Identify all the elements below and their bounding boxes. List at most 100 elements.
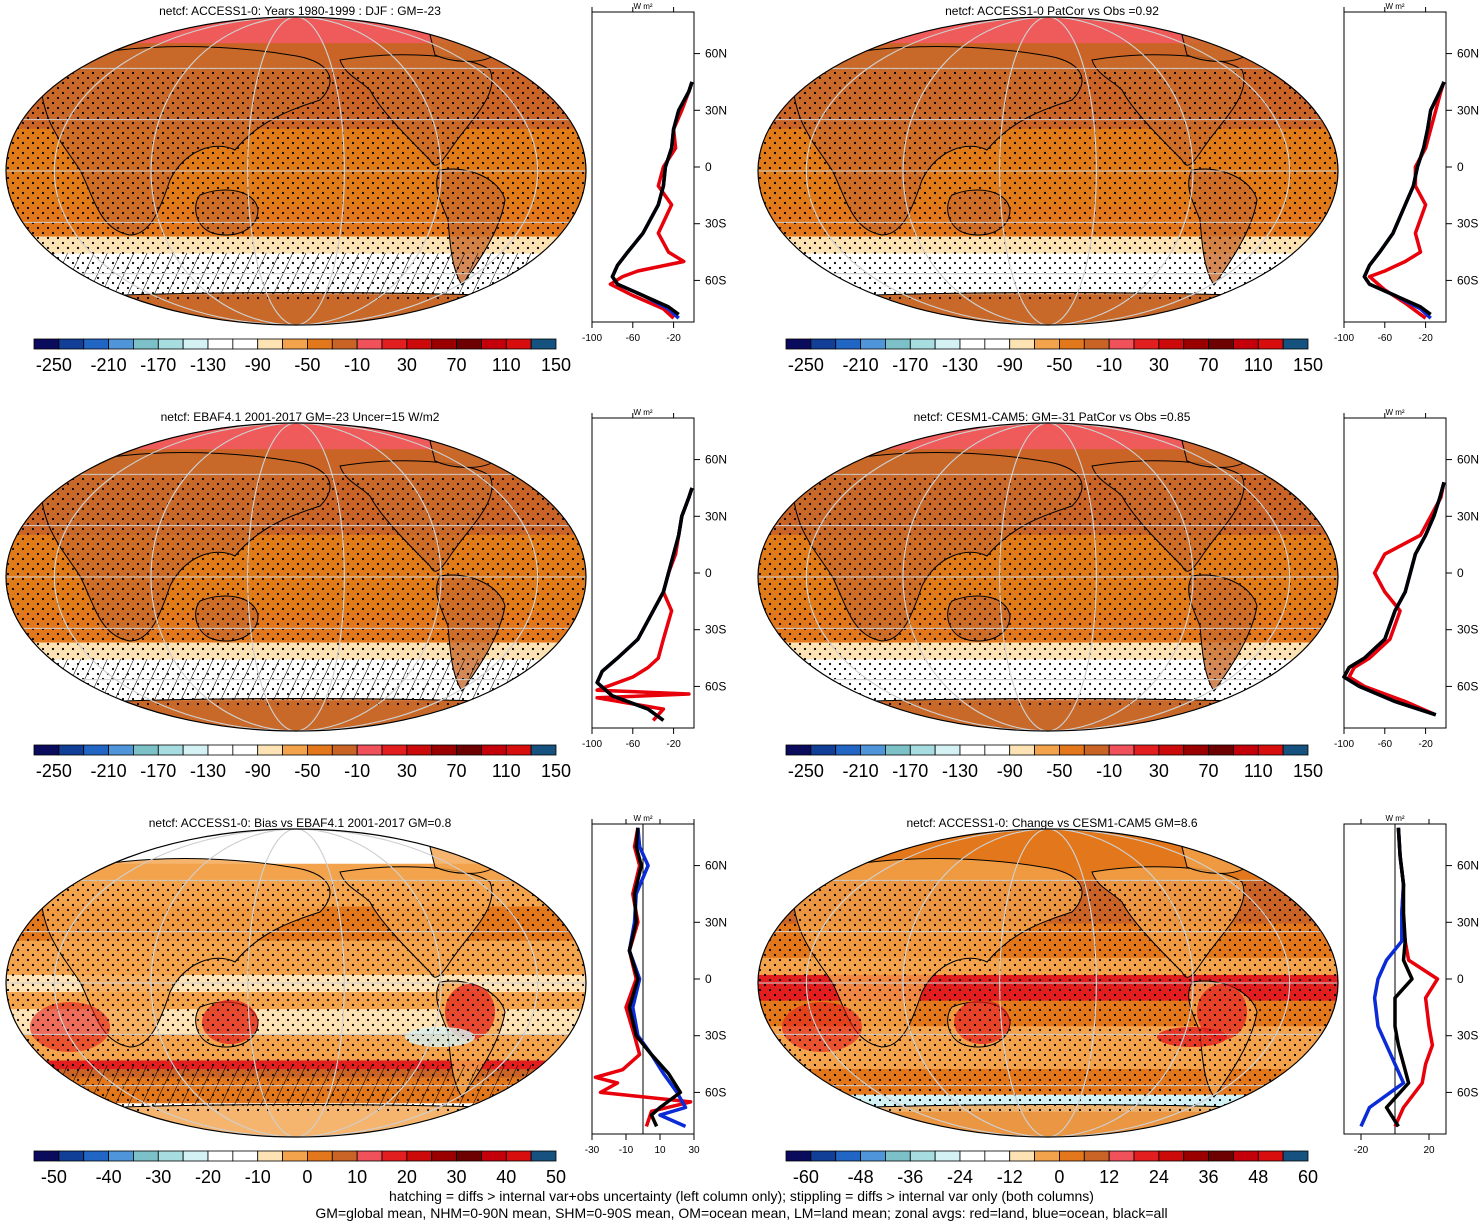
colorbar-swatch [356,338,383,350]
colorbar-tick-label: -130 [942,355,978,375]
graticule-meridian [999,829,1097,1137]
colorbar-tick-label: 20 [397,1167,417,1187]
profile-ytick-label: 30N [705,103,727,117]
colorbar-tick-label: -40 [96,1167,122,1187]
colorbar-swatch [307,1150,333,1162]
profile-ytick-label: 30N [1457,509,1479,523]
colorbar-swatch [530,1150,557,1162]
panel-title: netcf: CESM1-CAM5: GM=-31 PatCor vs Obs … [914,410,1191,424]
colorbar-swatch [431,338,457,350]
colorbar-tick-label: 150 [1293,355,1323,375]
colorbar-swatch [331,744,358,756]
stippling-overlay [758,880,1338,1112]
colorbar-tick-label: -130 [190,355,226,375]
map-projection [758,17,1338,325]
colorbar-tick-label: -90 [997,761,1023,781]
map-outline [757,422,1339,732]
colorbar-tick-label: -130 [942,761,978,781]
colorbar-tick-label: 50 [546,1167,566,1187]
profile-series-line [1359,827,1406,1128]
profile-ytick-label: 30S [705,623,726,637]
profile-ytick-label: 0 [705,160,712,174]
colorbar-swatch [1257,338,1284,350]
colorbar-swatch [1233,338,1259,350]
colorbar-swatch [934,1150,961,1162]
colorbar-tick-label: -90 [245,355,271,375]
colorbar-swatch [83,1150,109,1162]
profile-unit-label: W m² [633,814,652,823]
profile-ytick-label: 60N [705,453,727,467]
profile-xtick-label: -60 [1378,739,1393,750]
map-outline [5,16,587,326]
colorbar-tick-label: 0 [302,1167,312,1187]
colorbar-tick-label: -10 [1096,761,1122,781]
graticule-meridian [902,423,1194,731]
profile-xtick-label: -30 [585,1145,600,1156]
colorbar-tick-label: 12 [1099,1167,1119,1187]
colorbar-swatch [1059,1150,1085,1162]
profile-ytick-label: 60S [705,273,726,287]
colorbar-swatch [133,1150,159,1162]
profile-ytick-label: 0 [705,972,712,986]
lat-band [758,423,1338,450]
zonal-profile: W m² 60N 30N 0 30S 60S -30 -10 10 30 [585,814,727,1156]
panel-row2-left: netcf: EBAF4.1 2001-2017 GM=-23 Uncer=15… [5,408,727,781]
colorbar-swatch [182,338,209,350]
lat-band [6,17,586,44]
colorbar-swatch [1108,338,1135,350]
graticule-meridian [150,423,442,731]
profile-xtick-label: -60 [626,333,641,344]
colorbar: -60 -48 -36 -24 -12 0 12 24 36 48 60 [785,1150,1318,1187]
colorbar-swatch [1083,744,1110,756]
colorbar-swatch [934,338,961,350]
profile-ytick-label: 30S [1457,217,1478,231]
colorbar-swatch [810,1150,837,1162]
colorbar-swatch [356,1150,383,1162]
profile-unit-label: W m² [1385,408,1404,417]
zonal-profile: W m² 60N 30N 0 30S 60S -100 -60 -20 [1334,408,1479,750]
colorbar-tick-label: 70 [447,761,467,781]
colorbar-swatch [835,744,861,756]
colorbar-swatch [232,338,259,350]
colorbar-swatch [1108,1150,1135,1162]
colorbar-swatch [456,1150,482,1162]
colorbar-swatch [810,744,837,756]
graticule-meridian [999,423,1097,731]
colorbar-tick-label: -50 [294,355,320,375]
map-outline [757,828,1339,1138]
colorbar-swatch [1108,744,1135,756]
colorbar-swatch [33,1150,60,1162]
colorbar-tick-label: -30 [145,1167,171,1187]
profile-ytick-label: 0 [1457,566,1464,580]
colorbar-swatch [33,744,60,756]
profile-xtick-label: -60 [626,739,641,750]
lat-band [6,423,586,450]
profile-frame [591,11,695,323]
profile-ytick-label: 60S [705,679,726,693]
colorbar-swatch [984,1150,1011,1162]
colorbar-swatch [860,338,886,350]
colorbar-swatch [356,744,383,756]
colorbar-swatch [157,338,184,350]
graticule-meridian [805,17,1291,325]
colorbar-swatch [282,338,308,350]
colorbar-swatch [530,338,557,350]
colorbar-tick-label: -170 [892,761,928,781]
colorbar-swatch [1034,744,1060,756]
colorbar-tick-label: -170 [140,761,176,781]
profile-xtick-label: 20 [1423,1145,1435,1156]
colorbar-swatch [1083,1150,1110,1162]
panel-row3-right: netcf: ACCESS1-0: Change vs CESM1-CAM5 G… [757,814,1479,1187]
profile-series-line [1384,827,1414,1128]
profile-series-line [627,827,683,1128]
profile-ytick-label: 30N [705,915,727,929]
colorbar-swatch [182,1150,209,1162]
profile-xtick-label: -100 [1334,333,1354,344]
panel-row1-left: netcf: ACCESS1-0: Years 1980-1999 : DJF … [5,2,727,375]
profile-unit-label: W m² [633,2,652,11]
colorbar-swatch [108,744,134,756]
colorbar-tick-label: 10 [347,1167,367,1187]
colorbar-swatch [959,1150,986,1162]
profile-xtick-label: -20 [1418,739,1433,750]
